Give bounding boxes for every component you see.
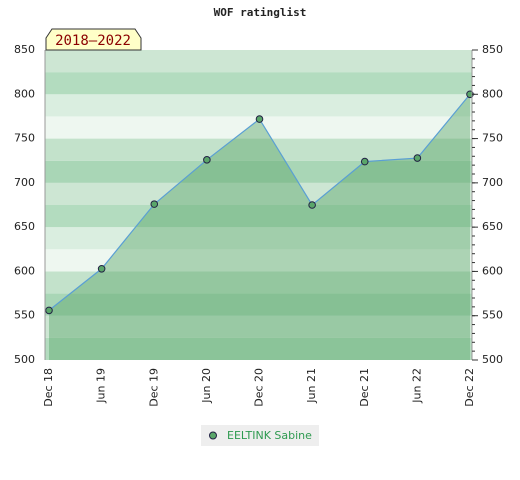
x-tick-label: Dec 19 xyxy=(147,368,160,407)
y-tick-label: 750 xyxy=(482,132,503,145)
grid-band xyxy=(45,116,472,139)
bands xyxy=(45,50,472,360)
y-tick-label: 650 xyxy=(14,220,35,233)
legend-label: EELTINK Sabine xyxy=(227,429,312,442)
grid-band xyxy=(45,293,472,316)
point xyxy=(97,264,106,273)
y-tick-label: 500 xyxy=(14,353,35,366)
y-tick-label: 600 xyxy=(14,264,35,277)
y-tick-label: 800 xyxy=(482,87,503,100)
x-tick-label: Jun 21 xyxy=(305,368,318,404)
y-tick-label: 850 xyxy=(482,43,503,56)
y-tick-label: 650 xyxy=(482,220,503,233)
grid-band xyxy=(45,205,472,228)
x-tick-label: Dec 21 xyxy=(358,368,371,407)
x-tick-label: Jun 19 xyxy=(95,368,108,404)
point xyxy=(150,200,159,208)
y-tick-label: 850 xyxy=(14,43,35,56)
grid-band xyxy=(45,227,472,250)
y-tick-label: 500 xyxy=(482,353,503,366)
y-tick-label: 550 xyxy=(14,309,35,322)
area xyxy=(49,94,470,361)
grid-band xyxy=(45,249,472,272)
y-tick-label: 550 xyxy=(482,309,503,322)
y-tick-label: 800 xyxy=(14,87,35,100)
y-tick-label: 700 xyxy=(482,176,503,189)
x-tick-label: Dec 20 xyxy=(253,368,266,407)
x-tick-label: Dec 22 xyxy=(463,368,476,407)
grid-band xyxy=(45,50,472,73)
grid-band xyxy=(45,337,472,360)
grid-band xyxy=(45,271,472,294)
chart-title: WOF ratinglist xyxy=(214,6,307,19)
grid-band xyxy=(45,160,472,183)
x-tick-label: Jun 22 xyxy=(410,368,423,404)
y-tick-label: 600 xyxy=(482,264,503,277)
grid-band xyxy=(45,72,472,95)
grid-band xyxy=(45,315,472,338)
grid-band xyxy=(45,138,472,161)
grid-band xyxy=(45,94,472,117)
point xyxy=(45,306,53,315)
x-tick-label: Dec 18 xyxy=(42,368,55,407)
grid-band xyxy=(45,182,472,205)
legend-marker xyxy=(209,431,217,440)
badge: 2018–2022 xyxy=(55,33,131,49)
legend-box xyxy=(201,425,319,446)
point xyxy=(308,201,316,209)
x-tick-label: Jun 20 xyxy=(200,368,213,404)
y-tick-label: 750 xyxy=(14,132,35,145)
point xyxy=(203,156,211,164)
point xyxy=(360,157,369,166)
point xyxy=(255,115,264,123)
point xyxy=(413,154,422,162)
badge-box xyxy=(45,28,142,51)
y-tick-label: 700 xyxy=(14,176,35,189)
plot xyxy=(45,90,474,361)
